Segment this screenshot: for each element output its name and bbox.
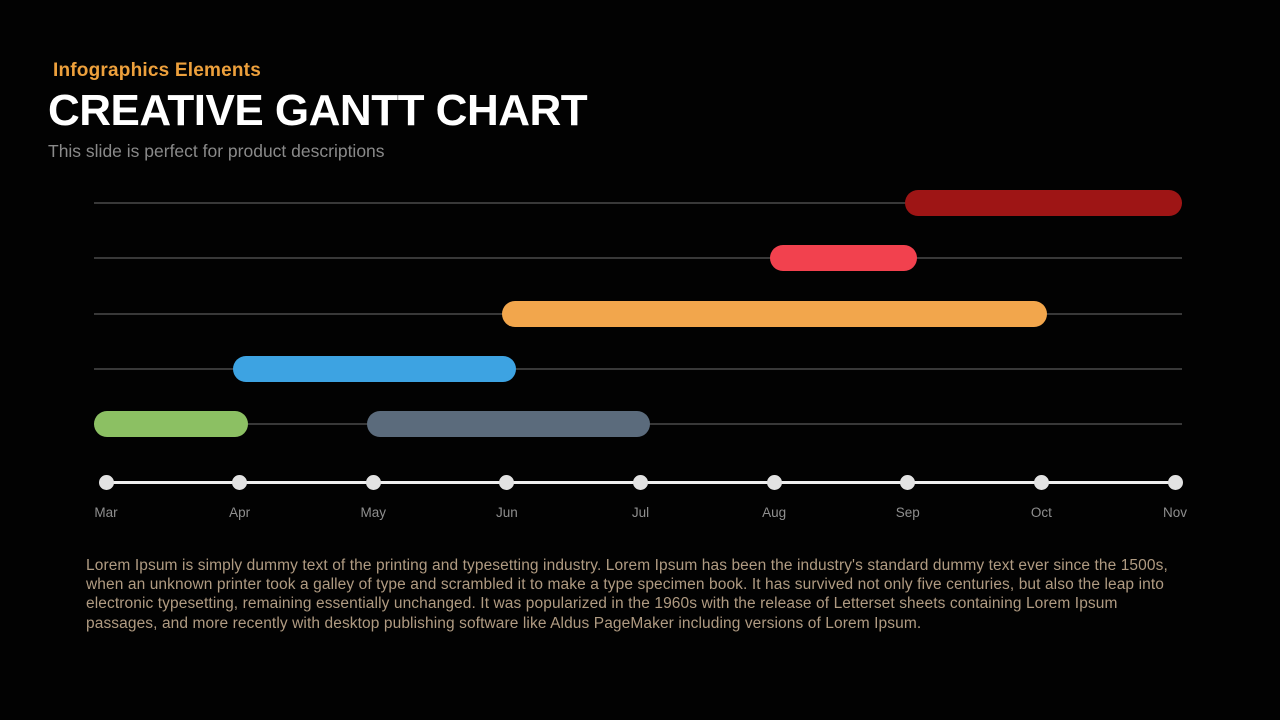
gantt-row-gridline	[94, 202, 1182, 204]
timeline-dot-may	[365, 474, 381, 490]
axis-label-nov: Nov	[1162, 505, 1187, 520]
gantt-task-bar-may-jul	[366, 411, 650, 437]
timeline-dot-sep	[900, 474, 916, 490]
gantt-task-bar-mar-apr	[93, 411, 248, 437]
slide-eyebrow: Infographics Elements	[53, 60, 261, 81]
axis-label-jun: Jun	[495, 505, 518, 520]
timeline-dot-apr	[232, 474, 248, 490]
body-paragraph: Lorem Ipsum is simply dummy text of the …	[86, 557, 1168, 632]
axis-label-mar: Mar	[94, 505, 118, 520]
axis-label-aug: Aug	[762, 505, 787, 520]
slide-title: CREATIVE GANTT CHART	[48, 86, 588, 135]
gantt-row-gridline	[94, 257, 1182, 259]
gantt-task-bar-aug-sep	[770, 245, 918, 271]
gantt-task-bar-apr-jun	[232, 356, 517, 382]
axis-label-sep: Sep	[895, 505, 920, 520]
gantt-task-bar-sep-nov	[905, 190, 1182, 216]
timeline-dot-jul	[633, 474, 648, 490]
timeline-dot-nov	[1167, 474, 1183, 490]
gantt-chart: Mar Apr May Jun Jul Aug Sep Oct Nov	[93, 190, 1187, 520]
timeline-dot-aug	[766, 474, 782, 490]
gantt-row-gridline	[94, 368, 1182, 370]
timeline-dot-mar	[98, 474, 114, 490]
timeline-dot-oct	[1033, 474, 1049, 490]
axis-label-may: May	[360, 505, 386, 520]
axis-label-apr: Apr	[229, 505, 251, 520]
gantt-task-bar-jun-oct	[501, 301, 1047, 327]
axis-label-jul: Jul	[631, 505, 650, 520]
slide-subtitle: This slide is perfect for product descri…	[48, 141, 385, 161]
axis-label-oct: Oct	[1030, 505, 1052, 520]
timeline-dot-jun	[499, 474, 515, 490]
